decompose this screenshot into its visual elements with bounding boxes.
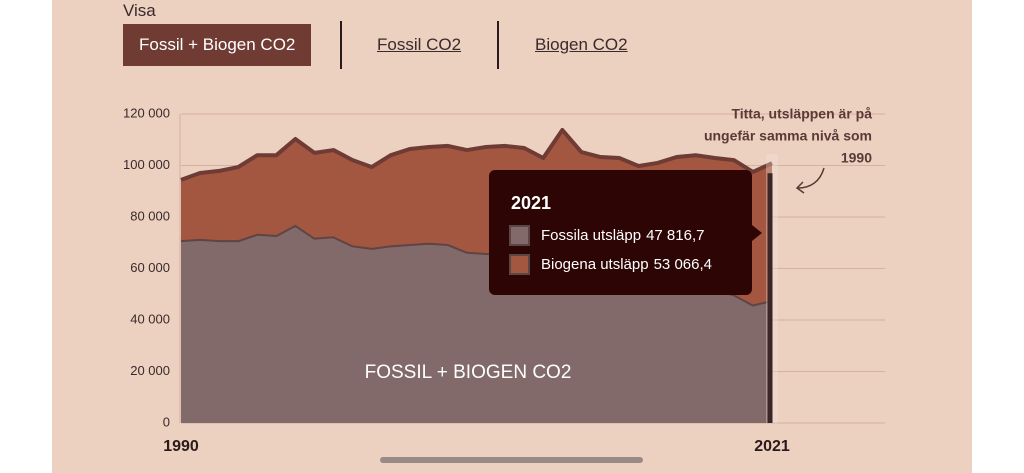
y-tick-label: 60 000 <box>130 260 170 275</box>
x-tick-label: 1990 <box>163 438 199 455</box>
y-tick-label: 80 000 <box>130 208 170 223</box>
annotation-arrow <box>795 167 825 194</box>
area-label: FOSSIL + BIOGEN CO2 <box>365 362 572 383</box>
area-edge <box>180 127 773 182</box>
tooltip-value: 53 066,4 <box>654 256 712 273</box>
annotation: 1990 <box>841 150 872 166</box>
tooltip-swatch <box>509 254 530 275</box>
y-tick-label: 120 000 <box>123 105 170 120</box>
y-tick-label: 100 000 <box>123 157 170 172</box>
separator <box>340 21 342 69</box>
annotation: ungefär samma nivå som <box>704 128 872 144</box>
y-tick-label: 0 <box>163 414 170 429</box>
tooltip-entry: Fossila utsläpp 47 816,7 <box>541 227 704 244</box>
y-tick-label: 20 000 <box>130 363 170 378</box>
tooltip-value: 47 816,7 <box>646 227 704 244</box>
view-label: Visa <box>123 1 156 20</box>
scrollbar[interactable] <box>380 457 643 463</box>
tooltip-pointer <box>752 225 762 241</box>
tooltip-series-name: Fossila utsläpp <box>541 227 641 244</box>
tooltip-entry: Biogena utsläpp 53 066,4 <box>541 256 712 273</box>
tooltip-swatch <box>509 225 530 246</box>
tooltip-title: 2021 <box>511 193 551 213</box>
x-tick-label: 2021 <box>754 438 790 455</box>
area <box>181 224 772 423</box>
tooltip-series-name: Biogena utsläpp <box>541 256 649 273</box>
separator <box>497 21 499 69</box>
annotation: Titta, utsläppen är på <box>731 106 872 122</box>
tab[interactable]: Fossil CO2 <box>377 35 462 54</box>
tooltip-box <box>489 170 752 295</box>
y-tick-label: 40 000 <box>130 311 170 326</box>
tab-active[interactable]: Fossil + Biogen CO2 <box>123 24 312 66</box>
tab[interactable]: Biogen CO2 <box>535 35 628 54</box>
